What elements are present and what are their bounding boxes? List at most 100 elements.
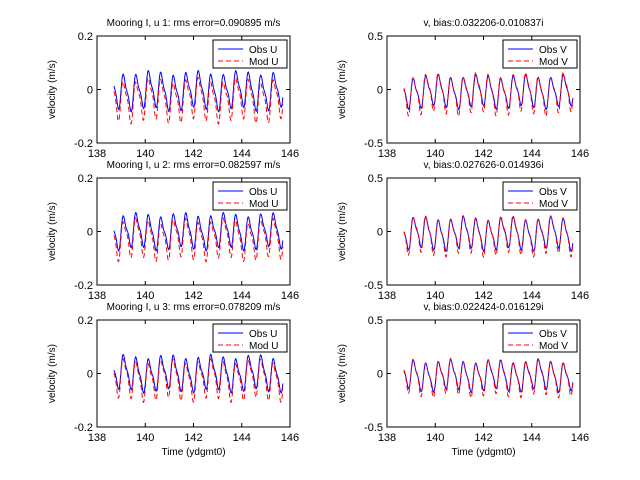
chart-3-xtick-label: 146 xyxy=(281,290,299,302)
chart-2-xtick-label: 146 xyxy=(571,148,589,160)
chart-6-ytick-label: 0.5 xyxy=(368,315,383,327)
chart-3-ytick-label: 0.2 xyxy=(78,173,93,185)
chart-3-xtick-label: 140 xyxy=(136,290,154,302)
chart-2-legend-label: Mod V xyxy=(539,57,568,68)
chart-5-ytick-label: 0.2 xyxy=(78,315,93,327)
chart-3-ytick-label: 0 xyxy=(87,227,93,239)
chart-4-ytick-label: 0.5 xyxy=(368,173,383,185)
chart-5-xtick-label: 138 xyxy=(88,432,106,444)
chart-5-series-obs-u xyxy=(113,353,284,394)
chart-6-ylabel: velocity (m/s) xyxy=(337,344,348,403)
chart-5-xtick-label: 146 xyxy=(281,432,299,444)
chart-5-ytick-label: -0.2 xyxy=(74,422,93,434)
chart-6-legend-label: Mod V xyxy=(539,341,568,352)
chart-2-ytick-label: 0 xyxy=(377,85,383,97)
chart-6-title: v, bias:0.022424-0.016129i xyxy=(424,302,544,313)
chart-5-xtick-label: 144 xyxy=(233,432,251,444)
chart-1-legend-box xyxy=(212,39,288,69)
chart-3: 138 140 142 144 146 -0.2 0 0.2 Mooring I, u 2: r… xyxy=(47,160,299,302)
chart-4-xtick-label: 146 xyxy=(571,290,589,302)
chart-1-legend-label: Mod U xyxy=(249,57,278,68)
chart-1-ytick-label: 0.2 xyxy=(78,31,93,43)
chart-6-legend-label: Obs V xyxy=(539,329,567,340)
chart-4-series-mod-v xyxy=(403,214,574,259)
chart-4-legend-box xyxy=(502,181,578,211)
chart-2-legend-box xyxy=(502,39,578,69)
chart-6: 138 140 142 144 146 -0.5 0 0.5 v, bias:0.022424-… xyxy=(337,302,589,458)
chart-3-xtick-label: 144 xyxy=(233,290,251,302)
chart-3-legend-label: Mod U xyxy=(249,199,278,210)
chart-1-series-obs-u xyxy=(113,69,284,113)
chart-2-series-mod-v xyxy=(403,71,574,118)
chart-5-title: Mooring I, u 3: rms error=0.078209 m/s xyxy=(107,302,281,313)
chart-4-ytick-label: 0 xyxy=(377,227,383,239)
chart-5-xlabel: Time (ydgmt0) xyxy=(161,447,225,458)
chart-2-title: v, bias:0.032206-0.010837i xyxy=(424,18,544,29)
chart-1-series-mod-u xyxy=(113,76,284,126)
chart-3-xtick-label: 142 xyxy=(184,290,202,302)
chart-6-xtick-label: 140 xyxy=(426,432,444,444)
chart-1-ytick-label: -0.2 xyxy=(74,138,93,150)
chart-2: 138 140 142 144 146 -0.5 0 0.5 v, bias:0.032206-… xyxy=(337,18,589,160)
chart-1: 138 140 142 144 146 -0.2 0 0.2 Mooring I, u 1: r… xyxy=(47,18,299,160)
chart-5-series-mod-u xyxy=(113,357,284,404)
chart-4-xtick-label: 142 xyxy=(474,290,492,302)
chart-1-ytick-label: 0 xyxy=(87,85,93,97)
chart-3-legend-box xyxy=(212,181,288,211)
chart-5: 138 140 142 144 146 -0.2 0 0.2 Mooring I, u 3: r… xyxy=(47,302,299,458)
chart-3-xtick-label: 138 xyxy=(88,290,106,302)
chart-3-series-mod-u xyxy=(113,217,284,263)
chart-3-title: Mooring I, u 2: rms error=0.082597 m/s xyxy=(107,160,281,171)
chart-5-legend-box xyxy=(212,323,288,353)
chart-3-ylabel: velocity (m/s) xyxy=(47,202,58,261)
chart-6-xtick-label: 138 xyxy=(378,432,396,444)
chart-6-ytick-label: 0 xyxy=(377,369,383,381)
chart-5-xtick-label: 142 xyxy=(184,432,202,444)
chart-1-ylabel: velocity (m/s) xyxy=(47,60,58,119)
chart-1-xtick-label: 142 xyxy=(184,148,202,160)
chart-4-legend-label: Obs V xyxy=(539,187,567,198)
chart-6-xtick-label: 144 xyxy=(523,432,541,444)
chart-1-title: Mooring I, u 1: rms error=0.090895 m/s xyxy=(107,18,281,29)
chart-6-xtick-label: 146 xyxy=(571,432,589,444)
chart-3-series-obs-u xyxy=(113,211,284,252)
chart-4-ylabel: velocity (m/s) xyxy=(337,202,348,261)
chart-1-legend-label: Obs U xyxy=(249,45,277,56)
chart-5-ytick-label: 0 xyxy=(87,369,93,381)
chart-1-xtick-label: 138 xyxy=(88,148,106,160)
chart-4-xtick-label: 138 xyxy=(378,290,396,302)
chart-2-ytick-label: -0.5 xyxy=(364,138,383,150)
chart-4-title: v, bias:0.027626-0.014936i xyxy=(424,160,544,171)
chart-2-xtick-label: 144 xyxy=(523,148,541,160)
chart-1-xtick-label: 144 xyxy=(233,148,251,160)
chart-2-xtick-label: 142 xyxy=(474,148,492,160)
chart-4: 138 140 142 144 146 -0.5 0 0.5 v, bias:0.027626-… xyxy=(337,160,589,302)
chart-4-xtick-label: 144 xyxy=(523,290,541,302)
chart-6-legend-box xyxy=(502,323,578,353)
chart-5-ylabel: velocity (m/s) xyxy=(47,344,58,403)
chart-1-xtick-label: 146 xyxy=(281,148,299,160)
chart-5-xtick-label: 140 xyxy=(136,432,154,444)
chart-2-ylabel: velocity (m/s) xyxy=(337,60,348,119)
chart-6-ytick-label: -0.5 xyxy=(364,422,383,434)
chart-5-legend-label: Obs U xyxy=(249,329,277,340)
chart-1-xtick-label: 140 xyxy=(136,148,154,160)
chart-4-ytick-label: -0.5 xyxy=(364,280,383,292)
chart-3-legend-label: Obs U xyxy=(249,187,277,198)
chart-4-legend-label: Mod V xyxy=(539,199,568,210)
chart-6-series-mod-v xyxy=(403,357,574,399)
chart-3-ytick-label: -0.2 xyxy=(74,280,93,292)
chart-6-xlabel: Time (ydgmt0) xyxy=(451,447,515,458)
chart-4-xtick-label: 140 xyxy=(426,290,444,302)
chart-2-legend-label: Obs V xyxy=(539,45,567,56)
chart-2-ytick-label: 0.5 xyxy=(368,31,383,43)
chart-2-xtick-label: 140 xyxy=(426,148,444,160)
